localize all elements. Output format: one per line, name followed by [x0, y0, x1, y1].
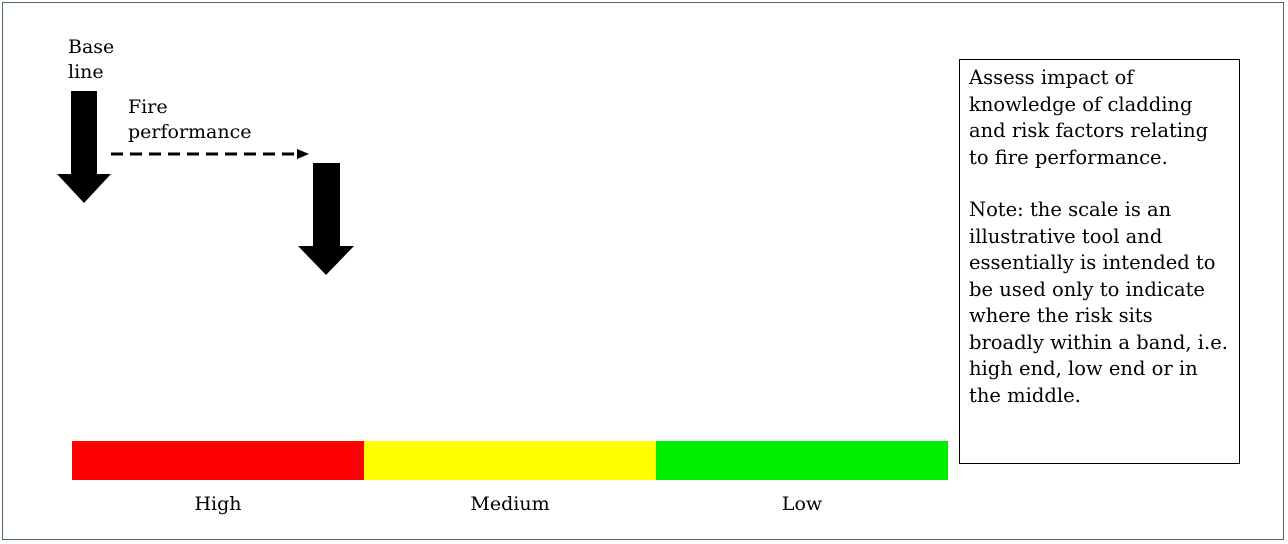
band-label-low: Low	[781, 493, 823, 515]
band-medium	[364, 441, 656, 480]
band-low	[656, 441, 948, 480]
band-label-medium: Medium	[470, 493, 550, 515]
fire-performance-label: Fire performance	[128, 96, 252, 143]
baseline-arrow	[57, 91, 111, 203]
note-paragraph-1: Assess impact of knowledge of cladding a…	[969, 66, 1209, 169]
fire-performance-arrow	[298, 163, 354, 275]
dashed-connector-arrowhead	[297, 149, 309, 159]
note-paragraph-2: Note: the scale is an illustrative tool …	[969, 198, 1228, 407]
note-box: Assess impact of knowledge of cladding a…	[959, 59, 1240, 464]
band-label-high: High	[194, 493, 242, 515]
band-high	[72, 441, 364, 480]
baseline-label: Base line	[68, 36, 115, 83]
